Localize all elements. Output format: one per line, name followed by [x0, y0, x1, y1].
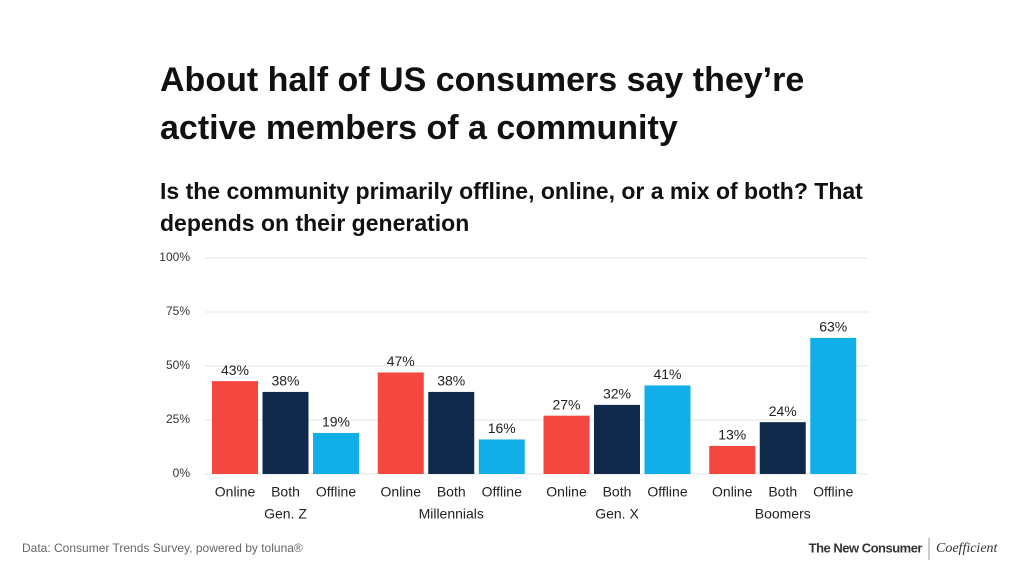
value-label: 16% [488, 420, 516, 436]
y-tick-label: 100% [159, 250, 190, 264]
value-label: 38% [271, 373, 299, 389]
series-label: Both [603, 484, 632, 500]
series-label: Online [546, 484, 587, 500]
bar [810, 337, 857, 474]
value-label: 24% [769, 403, 797, 419]
value-label: 19% [322, 414, 350, 430]
y-tick-label: 50% [166, 358, 190, 372]
source: Data: Consumer Trends Survey, powered by… [22, 541, 303, 555]
brand: The New Consumer [809, 540, 923, 555]
bar [377, 372, 424, 474]
x-tick-label: Millennials [419, 506, 484, 522]
bar [478, 439, 525, 474]
chart-subtitle: Is the community primarily offline, onli… [160, 178, 863, 236]
value-label: 63% [819, 319, 847, 335]
value-label: 43% [221, 362, 249, 378]
series-label: Offline [647, 484, 687, 500]
series-label: Online [215, 484, 256, 500]
x-tick-label: Gen. X [595, 506, 639, 522]
series-label: Online [381, 484, 422, 500]
series-label: Both [437, 484, 466, 500]
value-label: 47% [387, 353, 415, 369]
series-label: Both [271, 484, 300, 500]
value-label: 41% [653, 366, 681, 382]
series-label: Offline [482, 484, 522, 500]
value-label: 27% [552, 396, 580, 412]
series-label: Online [712, 484, 753, 500]
bar [212, 381, 258, 474]
bar [543, 415, 590, 474]
value-label: 13% [718, 427, 746, 443]
y-tick-label: 0% [173, 466, 191, 480]
value-label: 38% [437, 373, 465, 389]
series-label: Offline [813, 484, 853, 500]
brand: Coefficient [936, 541, 999, 556]
bar [428, 391, 475, 474]
bar [644, 385, 691, 474]
x-tick-label: Boomers [755, 506, 811, 522]
y-tick-label: 75% [166, 304, 190, 318]
chart-title: About half of US consumers say they’re a… [160, 61, 805, 147]
bar [313, 432, 359, 474]
value-label: 32% [603, 386, 631, 402]
bar [759, 422, 806, 474]
series-label: Both [768, 484, 797, 500]
bar [709, 445, 756, 474]
y-tick-label: 25% [166, 412, 190, 426]
x-tick-label: Gen. Z [264, 506, 307, 522]
bar [594, 404, 640, 474]
bar [262, 391, 309, 474]
series-label: Offline [316, 484, 356, 500]
